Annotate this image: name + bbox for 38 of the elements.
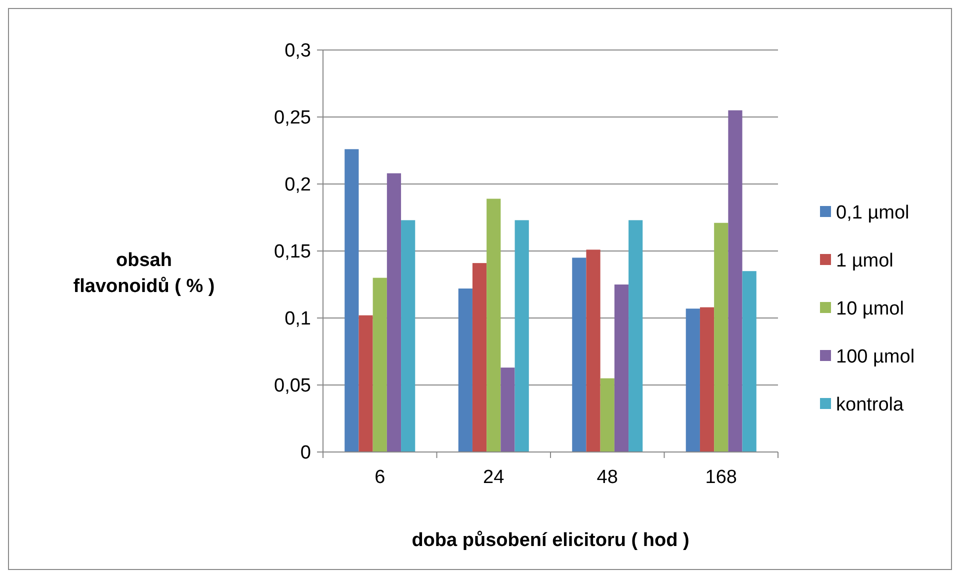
y-tick-label: 0,1 <box>284 308 311 330</box>
bar <box>401 220 416 452</box>
y-tick-label: 0 <box>300 442 311 464</box>
bar <box>686 308 700 452</box>
bar <box>614 284 629 452</box>
bar <box>458 288 472 452</box>
bar <box>344 149 359 452</box>
bar <box>742 271 756 452</box>
bar <box>586 250 600 452</box>
legend-label: kontrola <box>836 394 904 416</box>
legend-label: 1 µmol <box>836 250 894 272</box>
bar <box>728 110 742 452</box>
bar <box>472 263 487 452</box>
y-axis-title: obsah flavonoidů ( % ) <box>73 250 215 297</box>
legend-label: 10 µmol <box>836 298 904 320</box>
x-tick-label: 48 <box>596 467 618 488</box>
bar <box>514 220 529 452</box>
x-tick-label: 24 <box>483 467 505 488</box>
y-tick-label: 0,05 <box>274 376 311 397</box>
y-tick-label: 0,2 <box>284 174 311 196</box>
bar <box>386 173 402 452</box>
bar <box>700 307 714 452</box>
y-tick-label: 0,15 <box>274 242 311 263</box>
y-tick-label: 0,3 <box>284 40 311 62</box>
bar <box>714 222 728 452</box>
legend-label: 100 µmol <box>836 346 915 368</box>
x-tick-label: 6 <box>374 467 386 488</box>
bar <box>500 368 515 452</box>
bar <box>372 278 387 452</box>
x-axis-title: doba působení elicitoru ( hod ) <box>412 530 690 551</box>
legend-label: 0,1 µmol <box>836 202 910 224</box>
y-tick-label: 0,25 <box>274 108 311 129</box>
x-tick-label: 168 <box>705 467 737 488</box>
bar <box>628 220 643 452</box>
bar <box>358 315 373 452</box>
bar <box>600 378 614 452</box>
bar <box>572 258 586 452</box>
bar <box>486 198 501 452</box>
